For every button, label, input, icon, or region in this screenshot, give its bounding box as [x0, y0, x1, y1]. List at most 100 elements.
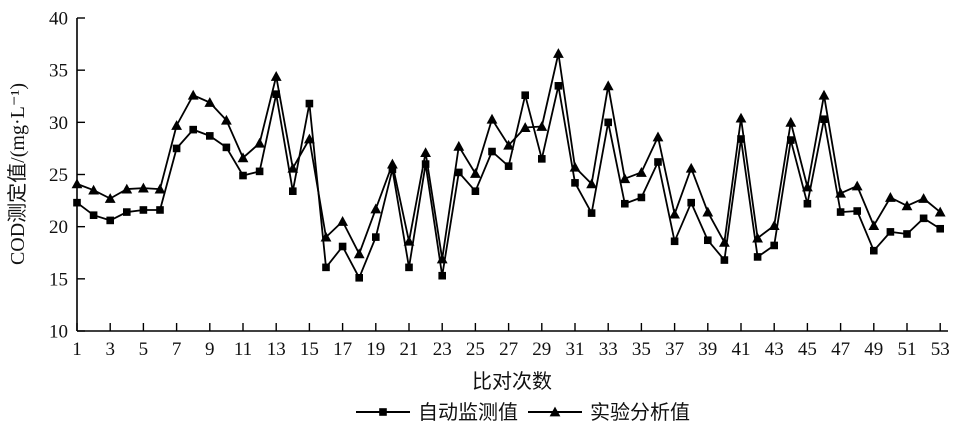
series-lab-analysis [71, 48, 946, 264]
square-marker [471, 187, 480, 195]
y-axis-title: COD测定值/(mg·L⁻¹) [6, 83, 29, 265]
triangle-marker [104, 193, 116, 203]
square-marker [272, 90, 280, 98]
triangle-marker [204, 97, 216, 107]
triangle-marker [636, 167, 647, 177]
triangle-marker [436, 253, 448, 264]
square-marker [886, 228, 895, 236]
triangle-marker [154, 183, 166, 194]
square-marker [720, 256, 729, 264]
triangle-marker [735, 112, 747, 123]
x-tick-label: 7 [172, 339, 182, 360]
y-tick-label: 15 [49, 269, 68, 290]
y-tick-label: 20 [49, 217, 68, 238]
square-marker [670, 237, 679, 246]
triangle-marker [669, 208, 680, 219]
square-marker [488, 147, 496, 156]
legend: 自动监测值 实验分析值 [356, 401, 690, 424]
square-marker [255, 167, 264, 176]
triangle-marker [370, 203, 382, 214]
triangle-marker [187, 89, 199, 100]
x-tick-label: 17 [333, 339, 352, 360]
x-tick-label: 31 [566, 339, 585, 360]
square-marker [239, 171, 247, 180]
square-marker [106, 216, 114, 225]
triangle-marker [320, 231, 332, 242]
plot-series [71, 48, 946, 282]
square-marker [139, 206, 148, 214]
x-tick-label: 43 [765, 339, 784, 360]
x-tick-label: 25 [466, 339, 485, 360]
square-marker [870, 246, 878, 255]
triangle-marker [486, 113, 498, 124]
triangle-marker [304, 133, 315, 144]
square-marker [504, 162, 513, 170]
square-marker [355, 273, 363, 282]
triangle-marker [851, 180, 863, 191]
axes [76, 17, 948, 332]
x-tick-label: 23 [433, 339, 452, 360]
triangle-marker [387, 158, 398, 169]
y-tick-label: 40 [49, 9, 68, 30]
square-marker [305, 99, 314, 108]
triangle-marker [768, 220, 780, 231]
legend-item-lab-analysis: 实验分析值 [528, 401, 690, 424]
square-marker [621, 199, 629, 208]
x-tick-label: 45 [798, 339, 817, 360]
triangle-marker [353, 248, 365, 259]
square-marker [704, 236, 712, 245]
legend-square-marker [379, 408, 387, 416]
x-tick-label: 37 [665, 339, 684, 360]
square-marker [289, 187, 297, 195]
triangle-marker [868, 220, 880, 231]
square-marker [936, 224, 944, 233]
x-tick-label: 27 [499, 339, 518, 360]
square-marker [820, 115, 828, 124]
square-marker [853, 207, 861, 215]
triangle-marker [138, 182, 149, 193]
triangle-marker [420, 147, 431, 157]
triangle-marker [818, 89, 830, 100]
triangle-marker [453, 140, 465, 151]
triangle-marker [121, 183, 133, 194]
square-marker [521, 91, 529, 100]
triangle-marker [337, 216, 348, 226]
x-tick-label: 29 [532, 339, 551, 360]
triangle-marker [885, 192, 896, 202]
x-tick-label: 5 [139, 339, 149, 360]
x-tick-label: 39 [698, 339, 717, 360]
square-marker [438, 271, 446, 280]
square-marker [89, 211, 98, 219]
y-tick-label: 35 [49, 61, 68, 82]
square-marker [554, 82, 563, 90]
triangle-marker [88, 184, 99, 195]
x-tick-label: 51 [898, 339, 917, 360]
triangle-marker [569, 161, 581, 172]
triangle-marker [470, 168, 481, 178]
triangle-marker [403, 235, 415, 246]
triangle-marker [652, 131, 664, 142]
triangle-marker [254, 137, 265, 148]
x-tick-label: 3 [105, 339, 115, 360]
square-marker [587, 209, 596, 217]
x-axis-tick-labels: 1 3 5 7 9 11 13 15 17 19 21 23 25 27 29 31 33 35 37 39 41 43 4… [72, 339, 949, 360]
y-tick-label: 25 [49, 165, 68, 186]
square-marker [903, 230, 911, 238]
square-marker [637, 193, 646, 202]
square-marker [687, 198, 695, 207]
legend-label: 实验分析值 [590, 401, 690, 424]
y-tick-label: 10 [49, 322, 68, 343]
triangle-marker [586, 178, 597, 189]
legend-item-auto-monitor: 自动监测值 [356, 401, 518, 424]
x-tick-label: 1 [72, 339, 82, 360]
square-marker [455, 168, 463, 177]
x-tick-label: 35 [632, 339, 651, 360]
triangle-marker [702, 206, 714, 217]
square-marker [737, 135, 745, 143]
triangle-marker [503, 139, 514, 150]
square-marker [222, 143, 231, 152]
triangle-marker [719, 236, 730, 247]
triangle-marker [221, 114, 232, 125]
square-marker [919, 214, 928, 223]
triangle-marker [934, 206, 946, 217]
